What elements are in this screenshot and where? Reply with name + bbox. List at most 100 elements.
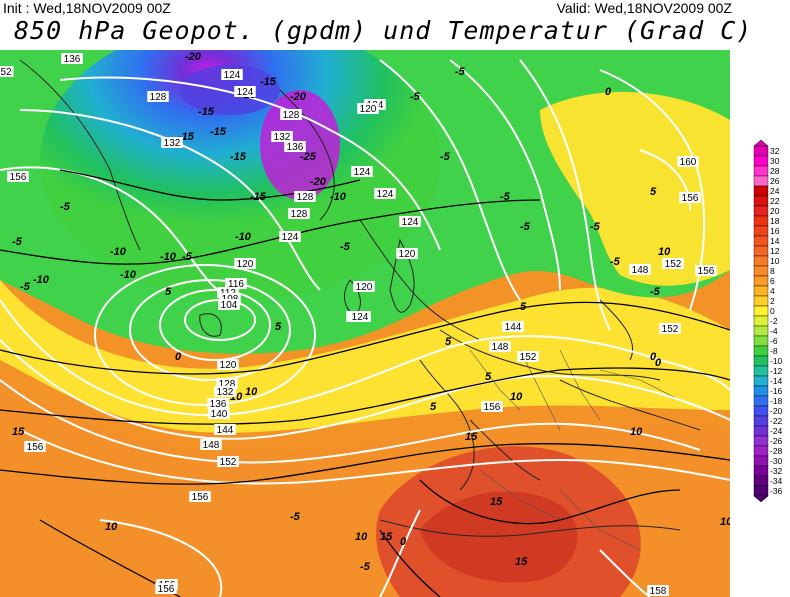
temperature-label: -20 [290, 91, 307, 103]
legend-swatch [753, 185, 769, 197]
valid-time-label: Valid: Wed,18NOV2009 00Z [556, 0, 732, 16]
legend-arrow-bottom [753, 495, 769, 503]
geopotential-label: 124 [279, 231, 301, 243]
temperature-label: 5 [520, 301, 527, 313]
geopotential-label: 52 [0, 66, 14, 78]
geopotential-label: 148 [629, 264, 651, 276]
weather-map[interactable]: -20-15-15-15-15-15-20-25-20-15-10-10-10-… [0, 50, 730, 597]
temperature-label: -15 [198, 106, 215, 118]
geopotential-label: 120 [357, 103, 379, 115]
geopotential-label: 140 [208, 408, 230, 420]
geopotential-label: 124 [351, 166, 373, 178]
init-time-label: Init : Wed,18NOV2009 00Z [3, 0, 171, 16]
legend-label: -28 [770, 446, 783, 456]
temperature-label: 15 [380, 531, 393, 543]
geopotential-value: 124 [352, 312, 369, 323]
temperature-label-layer: -20-15-15-15-15-15-20-25-20-15-10-10-10-… [12, 51, 730, 573]
legend-label: -2 [770, 316, 778, 326]
coastlines [19, 59, 701, 537]
legend-swatch [753, 355, 769, 367]
temperature-label: -5 [455, 66, 466, 78]
legend-label: 0 [770, 306, 775, 316]
legend-label: -16 [770, 386, 783, 396]
geopotential-label: 128 [288, 208, 310, 220]
hot-core-inner [420, 491, 578, 583]
legend-label: -34 [770, 476, 783, 486]
geopotential-value: 156 [10, 172, 27, 183]
geopotential-label: 120 [217, 359, 239, 371]
temperature-label: 10 [105, 521, 118, 533]
legend-swatch [753, 385, 769, 397]
geopotential-value: 152 [220, 457, 237, 468]
temperature-label: -5 [340, 241, 351, 253]
geopotential-value: 148 [632, 265, 649, 276]
legend-swatch [753, 415, 769, 427]
geopotential-label: 124 [399, 216, 421, 228]
legend-swatch [753, 425, 769, 437]
temperature-label: -5 [440, 151, 451, 163]
temperature-label: 0 [175, 351, 182, 363]
legend-swatch [753, 165, 769, 177]
temperature-label: 5 [485, 371, 492, 383]
geopotential-label: 128 [294, 191, 316, 203]
legend-swatch [753, 345, 769, 357]
legend-swatch [753, 275, 769, 287]
geopotential-value: 152 [665, 259, 682, 270]
temperature-label: -5 [590, 221, 601, 233]
temperature-label: -10 [33, 274, 50, 286]
temperature-label: 10 [355, 531, 368, 543]
geopotential-value: 128 [283, 110, 300, 121]
temperature-label: -20 [185, 51, 202, 63]
geopotential-value: 132 [217, 387, 234, 398]
legend-swatch [753, 225, 769, 237]
geopotential-value: 156 [192, 492, 209, 503]
geopotential-label: 128 [147, 91, 169, 103]
legend-swatch [753, 155, 769, 167]
legend-label: 10 [770, 256, 780, 266]
legend-label: -4 [770, 326, 778, 336]
geopotential-label: 132 [161, 137, 183, 149]
legend-label: 24 [770, 186, 780, 196]
temperature-label: 15 [465, 431, 478, 443]
legend-label: 2 [770, 296, 775, 306]
geopotential-label: 120 [396, 248, 418, 260]
temperature-label: -5 [360, 561, 371, 573]
geopotential-label: 148 [489, 341, 511, 353]
temperature-label: 5 [650, 186, 657, 198]
temperature-label: -20 [310, 176, 327, 188]
chart-title: 850 hPa Geopot. (gpdm) und Temperatur (G… [14, 16, 753, 45]
geopotential-value: 120 [356, 282, 373, 293]
cold-core-ring [180, 65, 280, 115]
legend-swatch [753, 375, 769, 387]
geopotential-label: 104 [218, 299, 240, 311]
geopotential-label: 148 [200, 439, 222, 451]
temperature-label: 5 [275, 321, 282, 333]
temperature-label: -5 [12, 236, 23, 248]
legend-label: 26 [770, 176, 780, 186]
geopotential-label: 132 [214, 386, 236, 398]
temperature-label: -25 [300, 151, 317, 163]
legend-swatch [753, 205, 769, 217]
temperature-label: 0 [650, 351, 657, 363]
legend-swatch [753, 395, 769, 407]
geopotential-value: 124 [237, 87, 254, 98]
legend-swatch [753, 325, 769, 337]
geopotential-value: 116 [228, 279, 244, 290]
geopotential-value: 128 [291, 209, 308, 220]
legend-label: 28 [770, 166, 780, 176]
geopotential-value: 136 [64, 54, 81, 65]
legend-swatch [753, 455, 769, 467]
legend-label: 18 [770, 216, 780, 226]
geopotential-value: 124 [377, 189, 394, 200]
cold-core [40, 50, 440, 300]
geopotential-value: 104 [221, 300, 238, 311]
geopotential-label: 136 [61, 53, 83, 65]
geopotential-value: 140 [211, 409, 228, 420]
geopotential-value: 132 [274, 132, 291, 143]
geopotential-value: 160 [680, 157, 697, 168]
legend-swatch [753, 485, 769, 497]
geopotential-value: 152 [662, 324, 679, 335]
temperature-label: -5 [182, 251, 193, 263]
temperature-label: -15 [210, 126, 227, 138]
legend-swatch [753, 235, 769, 247]
